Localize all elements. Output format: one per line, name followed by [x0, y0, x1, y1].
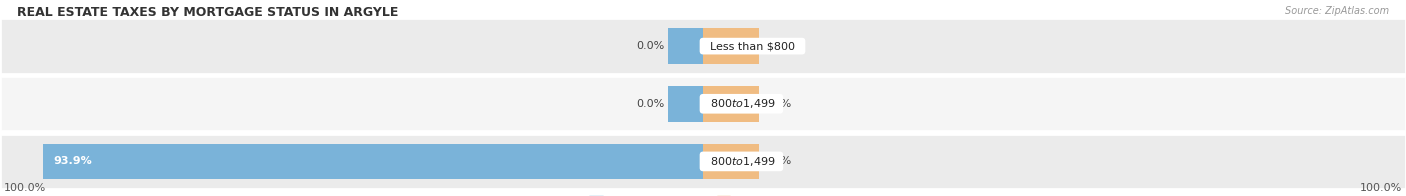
- Bar: [0, 134, 1406, 189]
- Bar: [42, 143, 703, 179]
- Bar: [0, 18, 1406, 74]
- Text: $800 to $1,499: $800 to $1,499: [703, 97, 780, 110]
- Text: $800 to $1,499: $800 to $1,499: [703, 155, 780, 168]
- Text: REAL ESTATE TAXES BY MORTGAGE STATUS IN ARGYLE: REAL ESTATE TAXES BY MORTGAGE STATUS IN …: [17, 6, 398, 19]
- Text: 0.0%: 0.0%: [636, 41, 665, 51]
- Bar: [668, 86, 703, 122]
- Text: Source: ZipAtlas.com: Source: ZipAtlas.com: [1285, 6, 1389, 16]
- Bar: [703, 28, 759, 64]
- Bar: [703, 86, 759, 122]
- Text: 100.0%: 100.0%: [1360, 183, 1403, 193]
- Text: 0.0%: 0.0%: [762, 156, 792, 166]
- Text: Less than $800: Less than $800: [703, 41, 801, 51]
- Bar: [703, 143, 759, 179]
- Text: 0.0%: 0.0%: [636, 99, 665, 109]
- Text: 93.9%: 93.9%: [53, 156, 93, 166]
- Text: 0.0%: 0.0%: [762, 99, 792, 109]
- Text: 100.0%: 100.0%: [3, 183, 46, 193]
- Bar: [0, 76, 1406, 132]
- Bar: [668, 28, 703, 64]
- Text: 0.0%: 0.0%: [762, 41, 792, 51]
